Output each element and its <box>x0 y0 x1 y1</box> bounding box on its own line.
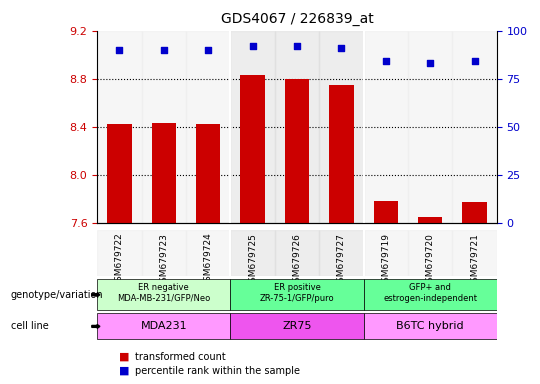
Bar <box>240 75 265 223</box>
Bar <box>329 85 354 223</box>
Text: ER positive
ZR-75-1/GFP/puro: ER positive ZR-75-1/GFP/puro <box>260 283 334 303</box>
FancyBboxPatch shape <box>231 279 363 310</box>
Bar <box>196 124 220 223</box>
Text: ■: ■ <box>119 366 129 376</box>
Bar <box>319 31 363 223</box>
Point <box>470 58 479 65</box>
Text: B6TC hybrid: B6TC hybrid <box>396 321 464 331</box>
Point <box>115 47 124 53</box>
Bar <box>152 123 176 223</box>
Bar <box>97 230 141 276</box>
FancyBboxPatch shape <box>97 313 231 339</box>
Text: GSM679724: GSM679724 <box>204 233 213 288</box>
Bar <box>231 31 275 223</box>
Text: MDA231: MDA231 <box>140 321 187 331</box>
Text: transformed count: transformed count <box>135 352 226 362</box>
Point <box>381 58 390 65</box>
Point <box>204 47 213 53</box>
Text: GSM679725: GSM679725 <box>248 233 257 288</box>
Text: GSM679719: GSM679719 <box>381 233 390 288</box>
Text: ZR75: ZR75 <box>282 321 312 331</box>
FancyBboxPatch shape <box>97 279 231 310</box>
Bar <box>275 31 319 223</box>
Text: percentile rank within the sample: percentile rank within the sample <box>135 366 300 376</box>
Bar <box>408 31 453 223</box>
Bar <box>141 31 186 223</box>
Point <box>337 45 346 51</box>
Bar <box>107 124 132 223</box>
Bar <box>319 230 363 276</box>
Bar <box>453 230 497 276</box>
Point <box>159 47 168 53</box>
Bar <box>97 31 141 223</box>
Bar <box>186 230 231 276</box>
Text: GSM679721: GSM679721 <box>470 233 479 288</box>
Bar <box>418 217 442 223</box>
FancyBboxPatch shape <box>363 313 497 339</box>
Bar <box>408 230 453 276</box>
Bar <box>285 79 309 223</box>
Text: GSM679720: GSM679720 <box>426 233 435 288</box>
Text: cell line: cell line <box>11 321 49 331</box>
Text: ■: ■ <box>119 352 129 362</box>
Text: GSM679726: GSM679726 <box>293 233 301 288</box>
Title: GDS4067 / 226839_at: GDS4067 / 226839_at <box>221 12 373 25</box>
Bar <box>141 230 186 276</box>
Text: GSM679723: GSM679723 <box>159 233 168 288</box>
Bar <box>186 31 231 223</box>
Text: GSM679727: GSM679727 <box>337 233 346 288</box>
Text: GSM679722: GSM679722 <box>115 233 124 288</box>
Bar <box>275 230 319 276</box>
Bar <box>363 230 408 276</box>
Bar <box>462 202 487 223</box>
Point <box>248 43 257 49</box>
Text: ER negative
MDA-MB-231/GFP/Neo: ER negative MDA-MB-231/GFP/Neo <box>117 283 211 303</box>
Text: GFP+ and
estrogen-independent: GFP+ and estrogen-independent <box>383 283 477 303</box>
Bar <box>231 230 275 276</box>
Text: genotype/variation: genotype/variation <box>11 290 104 300</box>
FancyBboxPatch shape <box>231 313 363 339</box>
Bar <box>453 31 497 223</box>
Point <box>426 60 435 66</box>
Point <box>293 43 301 49</box>
Bar <box>374 201 398 223</box>
Bar <box>363 31 408 223</box>
FancyBboxPatch shape <box>363 279 497 310</box>
